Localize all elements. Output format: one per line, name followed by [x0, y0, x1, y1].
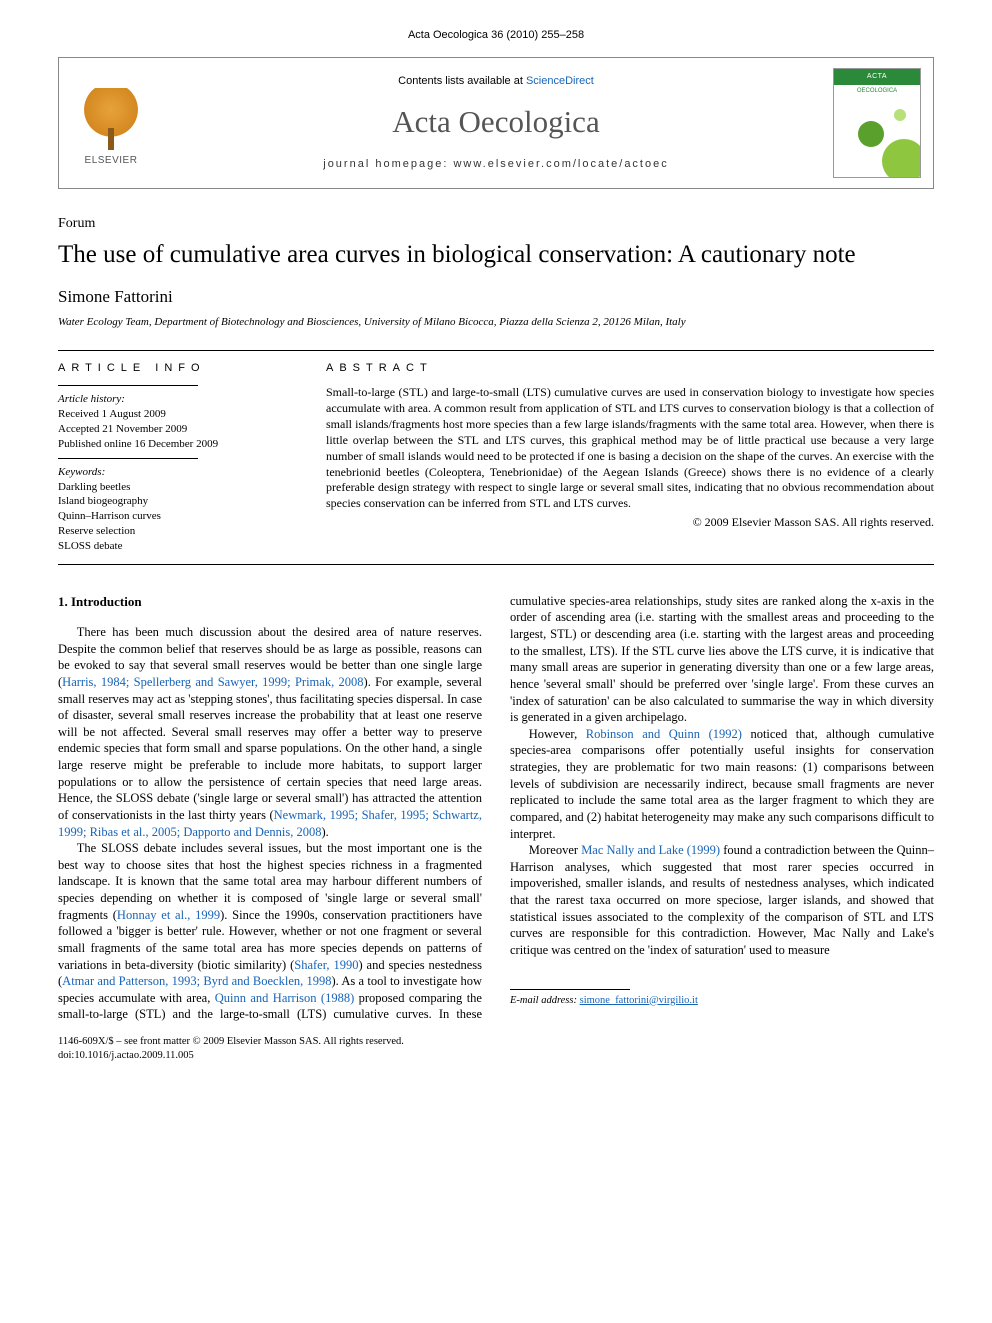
citation-link[interactable]: Harris, 1984; Spellerberg and Sawyer, 19… — [62, 675, 363, 689]
article-title: The use of cumulative area curves in bio… — [58, 240, 934, 270]
journal-masthead: ELSEVIER Contents lists available at Sci… — [58, 57, 934, 189]
masthead-center: Contents lists available at ScienceDirec… — [181, 74, 811, 172]
journal-name: Acta Oecologica — [181, 101, 811, 143]
citation-link[interactable]: Robinson and Quinn (1992) — [586, 727, 742, 741]
footnote-block: E-mail address: simone_fattorini@virgili… — [510, 989, 934, 1008]
keyword: Quinn–Harrison curves — [58, 509, 298, 524]
author-name: Simone Fattorini — [58, 286, 934, 309]
keyword: SLOSS debate — [58, 539, 298, 554]
article-info-column: ARTICLE INFO Article history: Received 1… — [58, 361, 298, 554]
divider — [58, 385, 198, 386]
abstract-heading: ABSTRACT — [326, 361, 934, 376]
history-item: Accepted 21 November 2009 — [58, 422, 298, 437]
issn-line: 1146-609X/$ – see front matter © 2009 El… — [58, 1035, 934, 1049]
doi-line: doi:10.1016/j.actao.2009.11.005 — [58, 1049, 934, 1063]
section-heading: 1. Introduction — [58, 593, 482, 610]
history-item: Received 1 August 2009 — [58, 407, 298, 422]
citation-link[interactable]: Honnay et al., 1999 — [117, 908, 220, 922]
publisher-name: ELSEVIER — [85, 154, 138, 168]
journal-cover-thumbnail: ACTA OECOLOGICA — [833, 68, 921, 178]
homepage-url[interactable]: www.elsevier.com/locate/actoec — [453, 158, 668, 170]
divider — [58, 458, 198, 459]
article-info-heading: ARTICLE INFO — [58, 361, 298, 376]
sciencedirect-link[interactable]: ScienceDirect — [526, 75, 594, 87]
contents-prefix: Contents lists available at — [398, 75, 526, 87]
abstract-copyright: © 2009 Elsevier Masson SAS. All rights r… — [326, 514, 934, 530]
page-footer: 1146-609X/$ – see front matter © 2009 El… — [58, 1035, 934, 1063]
divider — [58, 350, 934, 351]
history-label: Article history: — [58, 392, 298, 407]
keyword: Darkling beetles — [58, 480, 298, 495]
info-abstract-grid: ARTICLE INFO Article history: Received 1… — [58, 361, 934, 554]
divider — [58, 564, 934, 565]
keywords-label: Keywords: — [58, 465, 298, 480]
citation-link[interactable]: Shafer, 1990 — [294, 958, 358, 972]
article-type-label: Forum — [58, 215, 934, 234]
article-body: 1. Introduction There has been much disc… — [58, 593, 934, 1023]
email-label: E-mail address: — [510, 995, 577, 1006]
citation-link[interactable]: Mac Nally and Lake (1999) — [581, 843, 720, 857]
email-link[interactable]: simone_fattorini@virgilio.it — [580, 995, 698, 1006]
journal-homepage: journal homepage: www.elsevier.com/locat… — [181, 157, 811, 172]
author-affiliation: Water Ecology Team, Department of Biotec… — [58, 315, 934, 330]
history-item: Published online 16 December 2009 — [58, 437, 298, 452]
citation-link[interactable]: Quinn and Harrison (1988) — [215, 991, 355, 1005]
paragraph: However, Robinson and Quinn (1992) notic… — [510, 726, 934, 842]
divider — [510, 989, 630, 990]
running-header: Acta Oecologica 36 (2010) 255–258 — [58, 28, 934, 43]
publisher-logo: ELSEVIER — [71, 78, 151, 168]
abstract-column: ABSTRACT Small-to-large (STL) and large-… — [326, 361, 934, 554]
citation-link[interactable]: Atmar and Patterson, 1993; Byrd and Boec… — [62, 974, 331, 988]
elsevier-tree-icon — [84, 88, 138, 150]
paragraph: There has been much discussion about the… — [58, 624, 482, 840]
abstract-text: Small-to-large (STL) and large-to-small … — [326, 385, 934, 512]
keyword: Island biogeography — [58, 494, 298, 509]
keyword: Reserve selection — [58, 524, 298, 539]
paragraph: Moreover Mac Nally and Lake (1999) found… — [510, 842, 934, 958]
contents-line: Contents lists available at ScienceDirec… — [181, 74, 811, 89]
